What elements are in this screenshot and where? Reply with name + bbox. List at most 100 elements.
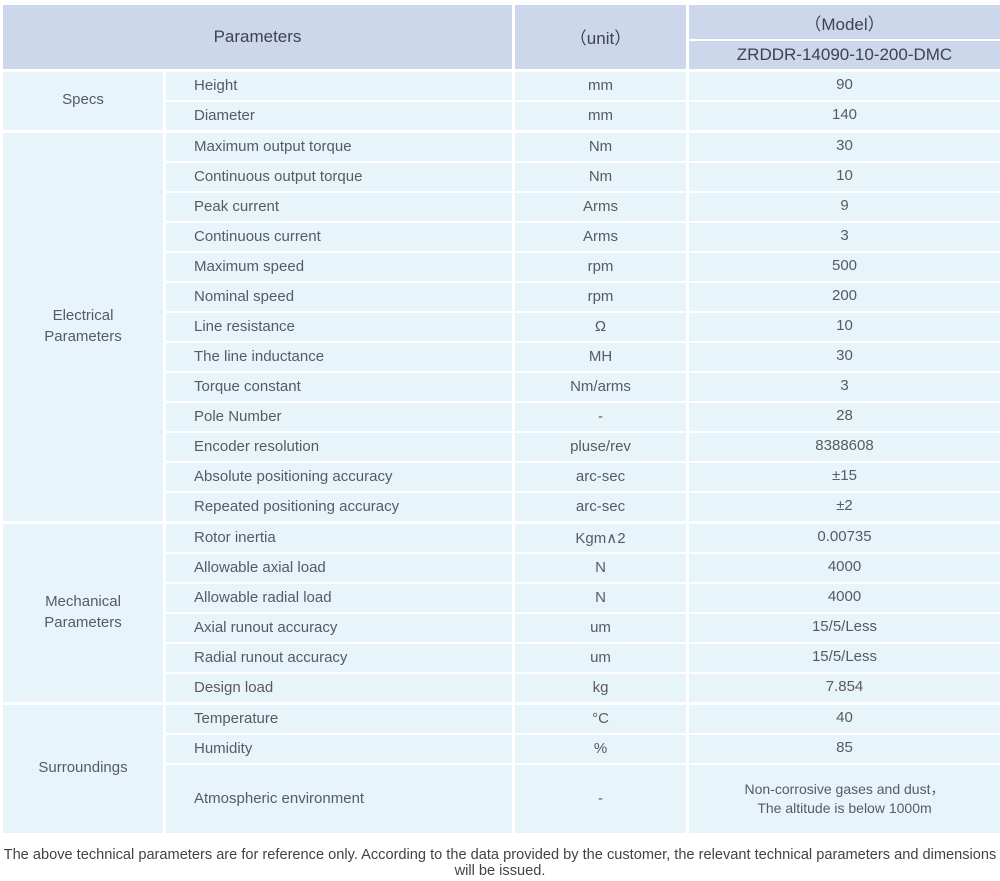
footer-note: The above technical parameters are for r… [3, 846, 997, 879]
param-cell: Height [163, 68, 515, 102]
param-cell: Maximum output torque [163, 129, 515, 163]
value-cell: 90 [686, 68, 1000, 102]
param-cell: Repeated positioning accuracy [163, 490, 515, 523]
unit-cell: Nm [512, 160, 689, 193]
value-cell: 200 [686, 280, 1000, 313]
value-cell: 4000 [686, 551, 1000, 584]
value-cell: 15/5/Less [686, 641, 1000, 674]
table-row: Radial runout accuracy um 15/5/Less [2, 641, 1000, 674]
unit-cell: MH [512, 340, 689, 373]
value-cell: 3 [686, 220, 1000, 253]
value-cell: 500 [686, 250, 1000, 283]
value-cell: 8388608 [686, 430, 1000, 463]
unit-cell: Ω [512, 310, 689, 343]
param-cell: Nominal speed [163, 280, 515, 313]
param-cell: Continuous current [163, 220, 515, 253]
param-cell: Rotor inertia [163, 520, 515, 554]
header-unit: （unit） [512, 3, 689, 71]
param-cell: Temperature [163, 701, 515, 735]
param-cell: Allowable radial load [163, 581, 515, 614]
table-row: Continuous output torque Nm 10 [2, 160, 1000, 193]
unit-cell: mm [512, 99, 689, 132]
unit-cell: % [512, 732, 689, 765]
table-row: Axial runout accuracy um 15/5/Less [2, 611, 1000, 644]
value-cell: 9 [686, 190, 1000, 223]
unit-cell: Nm/arms [512, 370, 689, 403]
table-row: Line resistance Ω 10 [2, 310, 1000, 343]
param-cell: Line resistance [163, 310, 515, 343]
unit-cell: N [512, 551, 689, 584]
param-cell: Peak current [163, 190, 515, 223]
value-cell: 10 [686, 160, 1000, 193]
table-row: Surroundings Temperature °C 40 [0, 701, 1000, 835]
table-row: The line inductance MH 30 [2, 340, 1000, 373]
spec-table: Parameters （unit） （Model） ZRDDR-14090-10… [0, 3, 1000, 835]
table-row: Nominal speed rpm 200 [2, 280, 1000, 313]
value-cell: 10 [686, 310, 1000, 343]
unit-cell: °C [512, 701, 689, 735]
value-cell: 140 [686, 99, 1000, 132]
table-row: Atmospheric environment - Non-corrosive … [2, 762, 1000, 835]
param-cell: Pole Number [163, 400, 515, 433]
value-cell: Non-corrosive gases and dust， The altitu… [686, 762, 1000, 835]
unit-cell: arc-sec [512, 460, 689, 493]
unit-cell: arc-sec [512, 490, 689, 523]
param-cell: Humidity [163, 732, 515, 765]
unit-cell: Arms [512, 190, 689, 223]
value-cell: ±2 [686, 490, 1000, 523]
table-row: Allowable axial load N 4000 [2, 551, 1000, 584]
value-cell: ±15 [686, 460, 1000, 493]
table-row: Mechanical Parameters Rotor inertia Kgm∧… [0, 520, 1000, 704]
value-cell: 40 [686, 701, 1000, 735]
category-cell-mechanical: Mechanical Parameters [0, 520, 166, 704]
table-row: Humidity % 85 [2, 732, 1000, 765]
param-cell: Allowable axial load [163, 551, 515, 584]
param-cell: Diameter [163, 99, 515, 132]
table-header: Parameters （unit） （Model） ZRDDR-14090-10… [0, 3, 1000, 71]
table-row: Torque constant Nm/arms 3 [2, 370, 1000, 403]
table-row: Continuous current Arms 3 [2, 220, 1000, 253]
header-model-number: ZRDDR-14090-10-200-DMC [686, 39, 1000, 71]
table-row: Peak current Arms 9 [2, 190, 1000, 223]
value-cell: 3 [686, 370, 1000, 403]
param-cell: Atmospheric environment [163, 762, 515, 835]
table-row: Allowable radial load N 4000 [2, 581, 1000, 614]
table-row: Maximum speed rpm 500 [2, 250, 1000, 283]
unit-cell: - [512, 400, 689, 433]
unit-cell: Nm [512, 129, 689, 163]
table-row: Repeated positioning accuracy arc-sec ±2 [2, 490, 1000, 523]
unit-cell: kg [512, 671, 689, 704]
param-cell: Encoder resolution [163, 430, 515, 463]
value-cell: 28 [686, 400, 1000, 433]
value-cell: 0.00735 [686, 520, 1000, 554]
unit-cell: - [512, 762, 689, 835]
unit-cell: um [512, 611, 689, 644]
table-row: Absolute positioning accuracy arc-sec ±1… [2, 460, 1000, 493]
table-row: Electrical Parameters Maximum output tor… [0, 129, 1000, 523]
header-model: （Model） [686, 3, 1000, 41]
table-row: Pole Number - 28 [2, 400, 1000, 433]
unit-cell: N [512, 581, 689, 614]
param-cell: Continuous output torque [163, 160, 515, 193]
unit-cell: Kgm∧2 [512, 520, 689, 554]
param-cell: Radial runout accuracy [163, 641, 515, 674]
value-cell: 85 [686, 732, 1000, 765]
param-cell: Torque constant [163, 370, 515, 403]
value-cell: 7.854 [686, 671, 1000, 704]
value-cell: 4000 [686, 581, 1000, 614]
unit-cell: pluse/rev [512, 430, 689, 463]
value-cell: 30 [686, 129, 1000, 163]
unit-cell: mm [512, 68, 689, 102]
unit-cell: rpm [512, 280, 689, 313]
table-row: Encoder resolution pluse/rev 8388608 [2, 430, 1000, 463]
value-cell: 30 [686, 340, 1000, 373]
table-row: Specs Height mm 90 [0, 68, 1000, 132]
param-cell: Design load [163, 671, 515, 704]
param-cell: Maximum speed [163, 250, 515, 283]
param-cell: The line inductance [163, 340, 515, 373]
header-parameters: Parameters [0, 3, 515, 71]
param-cell: Axial runout accuracy [163, 611, 515, 644]
category-cell-electrical: Electrical Parameters [0, 129, 166, 523]
unit-cell: rpm [512, 250, 689, 283]
